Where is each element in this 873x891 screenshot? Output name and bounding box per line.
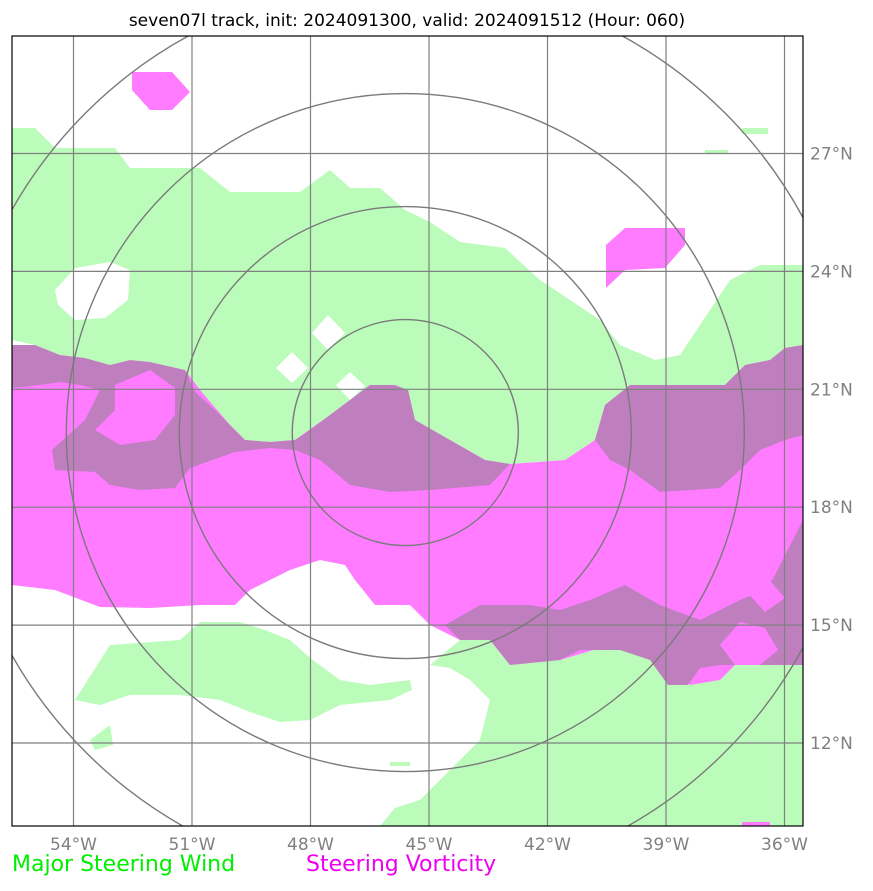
wind-region-main bbox=[12, 128, 803, 464]
longitude-tick-label: 39°W bbox=[643, 835, 690, 855]
longitude-tick-label: 36°W bbox=[761, 835, 808, 855]
legend-steering-wind: Major Steering Wind bbox=[12, 852, 236, 877]
vorticity-top-right bbox=[606, 228, 685, 288]
longitude-tick-label: 54°W bbox=[50, 835, 97, 855]
range-ring bbox=[178, 205, 632, 660]
longitude-tick-label: 48°W bbox=[287, 835, 334, 855]
longitude-tick-label: 45°W bbox=[406, 835, 453, 855]
overlap-gap-3 bbox=[745, 575, 785, 612]
latitude-tick-label: 12°N bbox=[810, 734, 853, 754]
vorticity-top-left bbox=[132, 72, 190, 110]
gridlines bbox=[12, 36, 803, 826]
wind-fragment-1 bbox=[90, 725, 113, 750]
latitude-tick-label: 15°N bbox=[810, 616, 853, 636]
longitude-tick-label: 42°W bbox=[524, 835, 571, 855]
longitude-labels: 54°W 51°W 48°W 45°W 42°W 39°W 36°W bbox=[50, 835, 808, 855]
wind-gap-3 bbox=[276, 352, 308, 383]
wind-region-right-strip bbox=[720, 690, 803, 722]
map-layers bbox=[12, 36, 803, 826]
wind-region-southeast bbox=[380, 640, 803, 826]
latitude-labels: 12°N 15°N 18°N 21°N 24°N 27°N bbox=[810, 145, 853, 755]
latitude-tick-label: 24°N bbox=[810, 262, 853, 282]
range-ring bbox=[291, 318, 519, 547]
wind-fragment-3 bbox=[742, 128, 768, 134]
steering-wind-layer bbox=[12, 128, 803, 826]
wind-gap-2 bbox=[312, 315, 345, 350]
overlap-band-south bbox=[445, 520, 803, 685]
range-ring bbox=[65, 92, 745, 773]
map-title: seven07l track, init: 2024091300, valid:… bbox=[129, 11, 685, 31]
longitude-tick-label: 51°W bbox=[169, 835, 216, 855]
map-frame bbox=[11, 35, 804, 827]
wind-fragment-2 bbox=[390, 762, 410, 766]
latitude-tick-label: 18°N bbox=[810, 498, 853, 518]
latitude-tick-label: 27°N bbox=[810, 145, 853, 165]
range-rings bbox=[12, 36, 803, 826]
latitude-tick-label: 21°N bbox=[810, 380, 853, 400]
vorticity-bottom-fragment bbox=[742, 822, 770, 826]
legend-steering-vorticity: Steering Vorticity bbox=[306, 852, 497, 877]
wind-gap-4 bbox=[336, 372, 365, 400]
overlap-band-east bbox=[595, 345, 803, 492]
wind-region-southwest bbox=[75, 622, 412, 722]
overlap-gap-2 bbox=[720, 622, 778, 665]
